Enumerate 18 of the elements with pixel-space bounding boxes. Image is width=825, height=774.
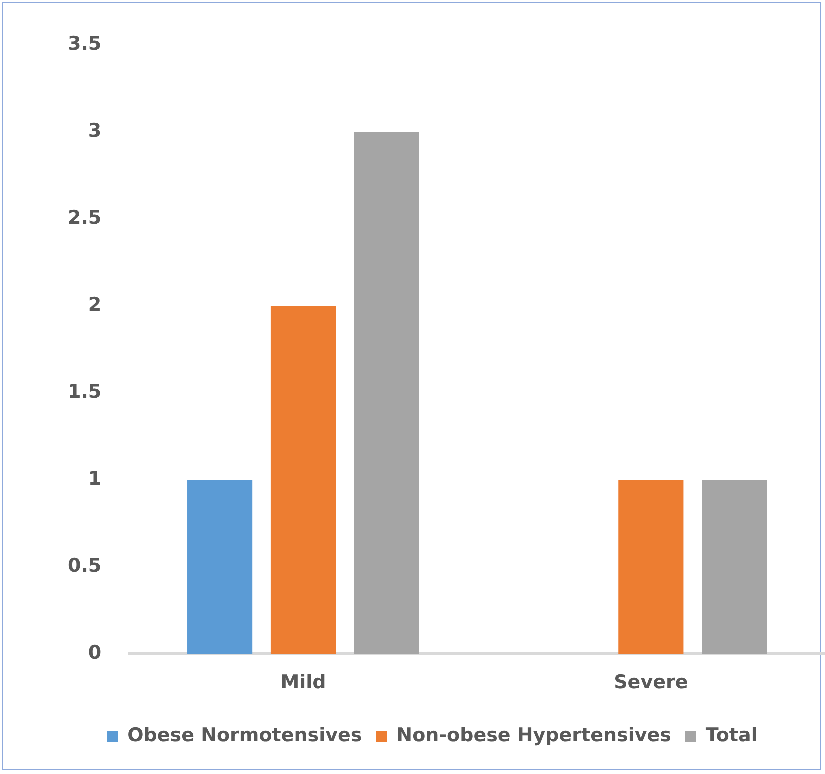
y-tick-label: 1.5 [68, 381, 102, 404]
bar [618, 480, 684, 654]
legend-label: Total [706, 724, 758, 746]
bar [702, 480, 768, 654]
legend-label: Obese Normotensives [128, 724, 362, 746]
bar [270, 306, 336, 654]
y-tick-label: 1 [88, 468, 102, 490]
y-tick-label: 3.5 [68, 32, 102, 55]
bar [354, 132, 420, 654]
y-tick-label: 0 [88, 642, 102, 664]
legend-label: Non-obese Hypertensives [396, 724, 672, 746]
y-tick-label: 2.5 [68, 206, 102, 229]
x-tick-label: Severe [614, 672, 688, 694]
y-tick-label: 2 [88, 294, 102, 316]
y-tick-label: 0.5 [68, 555, 102, 578]
bar [188, 480, 253, 654]
x-tick-label: Mild [280, 672, 326, 694]
y-tick-label: 3 [88, 120, 102, 142]
